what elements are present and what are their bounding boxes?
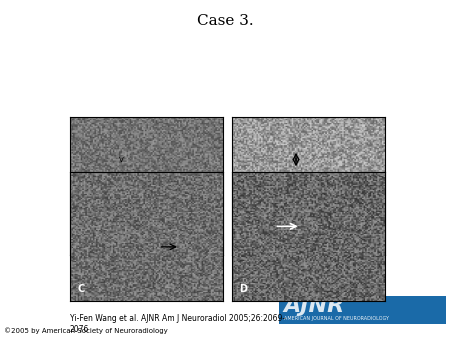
Text: A: A	[77, 238, 85, 248]
Text: Case 3.: Case 3.	[197, 14, 253, 27]
Text: Yi-Fen Wang et al. AJNR Am J Neuroradiol 2005;26:2069–
2076: Yi-Fen Wang et al. AJNR Am J Neuroradiol…	[70, 314, 286, 334]
Text: ©2005 by American Society of Neuroradiology: ©2005 by American Society of Neuroradiol…	[4, 327, 168, 334]
Text: A: A	[290, 192, 295, 198]
Text: V: V	[119, 158, 123, 163]
Text: ▲: ▲	[125, 190, 131, 199]
FancyBboxPatch shape	[279, 296, 446, 324]
Text: AMERICAN JOURNAL OF NEURORADIOLOGY: AMERICAN JOURNAL OF NEURORADIOLOGY	[284, 316, 388, 321]
Text: C: C	[77, 284, 85, 294]
Text: AJNR: AJNR	[284, 296, 345, 316]
Text: D: D	[239, 284, 248, 294]
